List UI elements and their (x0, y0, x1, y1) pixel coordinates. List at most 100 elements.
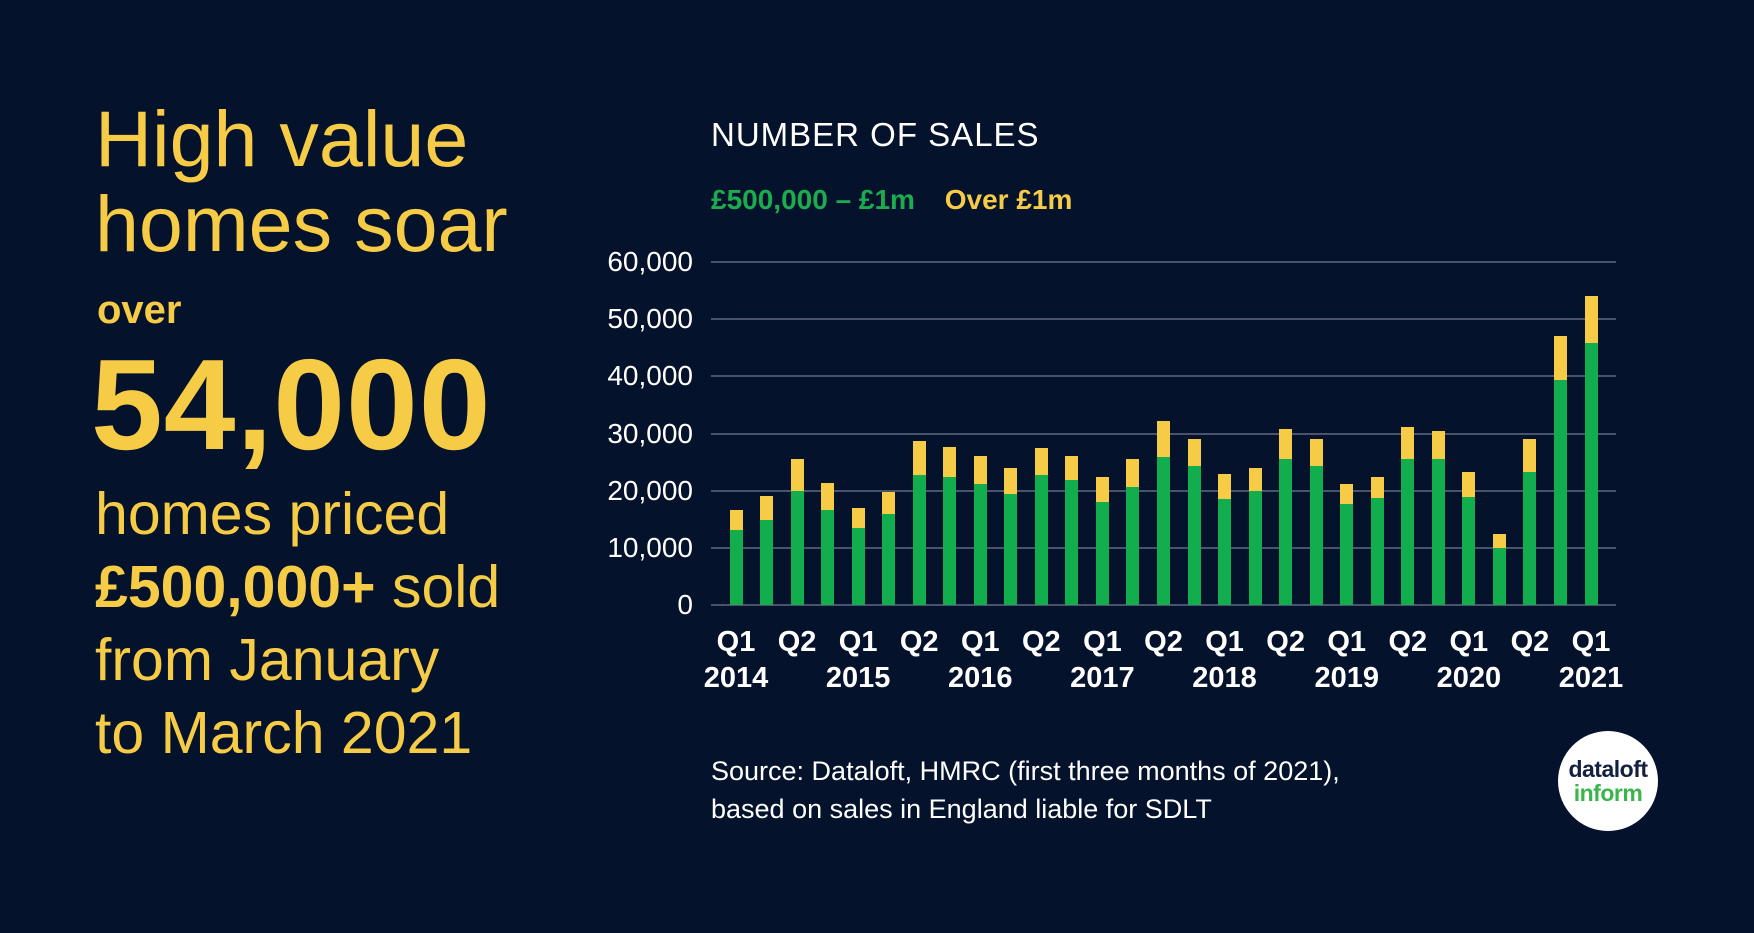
bar-25-segment-500k-1m (1462, 496, 1476, 605)
bar-9-segment-over-1m (973, 456, 987, 484)
bar-12-segment-over-1m (1065, 456, 1079, 481)
bar-16-segment-500k-1m (1187, 466, 1201, 605)
bar-5-segment-500k-1m (851, 528, 865, 605)
y-axis-label-20,000: 20,000 (607, 474, 693, 506)
bar-6-segment-over-1m (882, 491, 896, 514)
bar-28-segment-500k-1m (1553, 379, 1567, 605)
stat-value: 54,000 (91, 333, 492, 477)
bar-20-segment-over-1m (1309, 438, 1323, 467)
bar-24-segment-500k-1m (1431, 459, 1445, 605)
bar-3-segment-500k-1m (790, 491, 804, 605)
bar-29-segment-500k-1m (1584, 342, 1598, 605)
x-axis-year-label-2019: 2019 (1314, 662, 1379, 694)
bar-8-segment-over-1m (943, 446, 957, 477)
bar-2-segment-over-1m (760, 496, 774, 521)
y-axis-label-0: 0 (677, 589, 693, 620)
x-axis-year-label-2018: 2018 (1192, 662, 1257, 694)
y-axis-label-50,000: 50,000 (607, 303, 693, 335)
gridline-50,000 (711, 318, 1616, 321)
y-axis-label-30,000: 30,000 (607, 417, 693, 449)
gridline-40,000 (711, 375, 1616, 378)
bar-18-segment-over-1m (1248, 468, 1262, 491)
bar-10-segment-500k-1m (1004, 494, 1018, 605)
bar-27-segment-500k-1m (1523, 471, 1537, 605)
source-note: Source: Dataloft, HMRC (first three mont… (711, 752, 1340, 828)
bar-17-segment-500k-1m (1218, 499, 1232, 605)
bar-20-segment-500k-1m (1309, 466, 1323, 605)
bar-28-segment-over-1m (1553, 336, 1567, 380)
x-axis-quarter-label-29: Q1 (1571, 626, 1611, 658)
bar-4-segment-500k-1m (821, 509, 835, 605)
bar-7-segment-over-1m (912, 440, 926, 475)
bar-26-segment-500k-1m (1492, 548, 1506, 605)
bar-11-segment-500k-1m (1034, 475, 1048, 605)
bar-13-segment-500k-1m (1095, 501, 1109, 605)
x-axis-quarter-label-1: Q1 (716, 626, 756, 658)
stat-description-line-4: to March 2021 (95, 700, 473, 766)
bar-16-segment-over-1m (1187, 439, 1201, 467)
headline-line1: High value (95, 94, 469, 183)
legend-item-500k-1m: £500,000 – £1m (711, 184, 915, 215)
x-axis-quarter-label-13: Q1 (1083, 626, 1122, 658)
bar-1-segment-over-1m (729, 509, 743, 531)
x-axis-quarter-label-15: Q2 (1144, 626, 1183, 658)
bar-2-segment-500k-1m (760, 520, 774, 605)
x-axis-year-label-2015: 2015 (825, 662, 891, 694)
x-axis-year-label-2014: 2014 (703, 662, 769, 694)
bar-3-segment-over-1m (790, 458, 804, 492)
bar-21-segment-500k-1m (1340, 503, 1354, 605)
bar-14-segment-500k-1m (1126, 486, 1140, 605)
bar-23-segment-500k-1m (1401, 458, 1415, 605)
headline: High value homes soar (95, 96, 508, 266)
x-axis-year-label-2016: 2016 (948, 662, 1013, 694)
stat-prefix: over (97, 288, 182, 332)
x-axis-quarter-label-27: Q2 (1510, 626, 1550, 658)
x-axis-year-label-2017: 2017 (1070, 662, 1135, 694)
legend-item-over-1m: Over £1m (944, 184, 1073, 215)
x-axis-quarter-label-19: Q2 (1266, 626, 1305, 658)
gridline-60,000 (711, 261, 1616, 263)
bar-21-segment-over-1m (1340, 483, 1354, 504)
y-axis-label-10,000: 10,000 (607, 531, 693, 563)
bar-8-segment-500k-1m (943, 476, 957, 605)
stat-description: homes priced £500,000+ sold from January to… (95, 478, 500, 770)
bar-18-segment-500k-1m (1248, 490, 1262, 605)
y-axis-label-40,000: 40,000 (607, 360, 693, 392)
bar-13-segment-over-1m (1095, 476, 1109, 502)
x-axis-year-label-2020: 2020 (1436, 662, 1502, 694)
x-axis-year-label-2021: 2021 (1558, 662, 1624, 694)
bar-4-segment-over-1m (821, 483, 835, 510)
x-axis-quarter-label-23: Q2 (1388, 626, 1428, 658)
bar-7-segment-500k-1m (912, 474, 926, 605)
dataloft-inform-logo: dataloft inform (1558, 731, 1658, 831)
bar-1-segment-500k-1m (729, 530, 743, 605)
x-axis-quarter-label-3: Q2 (777, 626, 817, 658)
x-axis-quarter-label-11: Q2 (1022, 626, 1061, 658)
bar-14-segment-over-1m (1126, 459, 1140, 487)
bar-26-segment-over-1m (1492, 533, 1506, 549)
bar-15-segment-500k-1m (1157, 456, 1170, 605)
x-axis-quarter-label-25: Q1 (1449, 626, 1489, 658)
bar-23-segment-over-1m (1401, 427, 1415, 459)
x-axis-quarter-label-17: Q1 (1205, 626, 1244, 658)
bar-22-segment-over-1m (1370, 476, 1384, 498)
source-line1: Source: Dataloft, HMRC (first three mont… (711, 756, 1340, 786)
bar-22-segment-500k-1m (1370, 497, 1384, 605)
bar-24-segment-over-1m (1431, 431, 1445, 460)
x-axis-quarter-label-21: Q1 (1327, 626, 1367, 658)
x-axis-quarter-label-5: Q1 (838, 626, 878, 658)
source-line2: based on sales in England liable for SDL… (711, 794, 1212, 824)
stat-description-line-2: £500,000+ sold (95, 554, 501, 620)
bar-12-segment-500k-1m (1065, 480, 1079, 605)
bar-17-segment-over-1m (1218, 473, 1232, 500)
stat-description-line-3: from January (95, 627, 440, 693)
bar-19-segment-500k-1m (1279, 458, 1293, 605)
bar-9-segment-500k-1m (973, 483, 987, 605)
x-axis-quarter-label-7: Q2 (899, 626, 939, 658)
bar-11-segment-over-1m (1034, 448, 1048, 476)
bar-5-segment-over-1m (851, 507, 865, 529)
x-axis-quarter-label-9: Q1 (960, 626, 1000, 658)
logo-line1: dataloft (1568, 756, 1648, 782)
bar-19-segment-over-1m (1279, 428, 1293, 459)
